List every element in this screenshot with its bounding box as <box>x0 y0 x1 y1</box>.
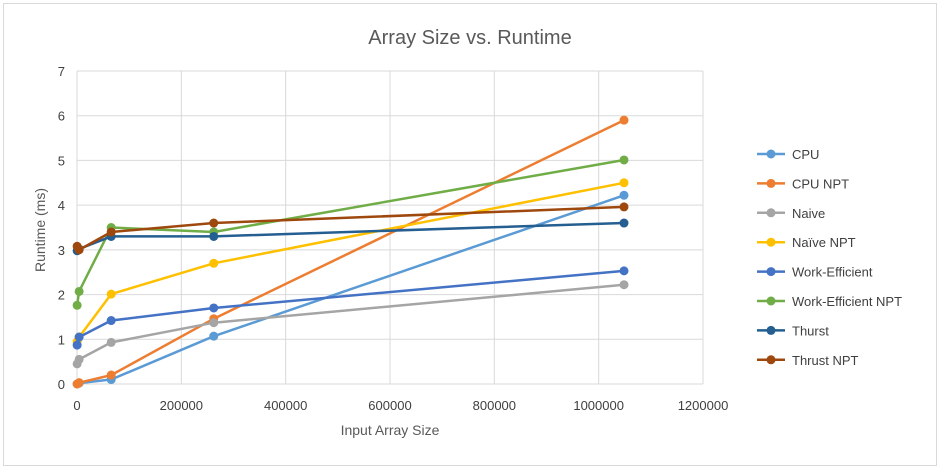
x-tick-label: 400000 <box>264 398 307 413</box>
y-tick-label: 2 <box>58 288 65 303</box>
legend-item: Work-Efficient NPT <box>757 294 902 309</box>
x-tick-label: 1000000 <box>573 398 624 413</box>
data-point <box>209 218 219 228</box>
legend-swatch-marker <box>766 149 776 159</box>
y-tick-label: 3 <box>58 243 65 258</box>
data-point <box>619 190 629 200</box>
x-tick-label: 800000 <box>473 398 516 413</box>
data-point <box>74 378 84 388</box>
x-tick-label: 600000 <box>368 398 411 413</box>
legend-item: CPU NPT <box>757 176 849 191</box>
x-tick-label: 0 <box>73 398 80 413</box>
chart-title: Array Size vs. Runtime <box>368 27 571 49</box>
y-tick-label: 1 <box>58 332 65 347</box>
legend-swatch-marker <box>766 355 776 365</box>
series-work-efficient <box>72 266 629 350</box>
legend-label: Naïve NPT <box>792 235 856 250</box>
data-point <box>74 286 84 296</box>
series-cpu <box>72 190 629 389</box>
legend-swatch-marker <box>766 296 776 306</box>
series-lines <box>72 115 629 389</box>
data-point <box>619 202 629 212</box>
data-point <box>106 370 116 380</box>
y-tick-label: 4 <box>58 198 65 213</box>
legend-label: Thrust NPT <box>792 353 859 368</box>
data-point <box>106 337 116 347</box>
line-chart: Array Size vs. Runtime 0 200000 400000 6000… <box>32 27 902 438</box>
series-line-cpu <box>76 194 625 386</box>
legend-swatch-marker <box>766 237 776 247</box>
series-line-thrust-npt <box>76 205 625 252</box>
series-line-cpu-npt <box>76 119 625 386</box>
data-point <box>72 340 82 350</box>
data-point <box>209 318 219 328</box>
y-axis-title: Runtime (ms) <box>32 188 48 272</box>
data-point <box>619 155 629 165</box>
y-tick-labels: 0 1 2 3 4 5 6 7 <box>58 64 65 392</box>
data-point <box>619 115 629 125</box>
legend-swatch-marker <box>766 178 776 188</box>
legend-label: Work-Efficient <box>792 265 873 280</box>
data-point <box>106 227 116 237</box>
legend-item: Thrust NPT <box>757 353 859 368</box>
y-tick-label: 0 <box>58 377 65 392</box>
data-point <box>74 354 84 364</box>
x-tick-labels: 0 200000 400000 600000 800000 1000000 1200000 <box>73 398 728 413</box>
y-tick-label: 6 <box>58 109 65 124</box>
legend-swatch-marker <box>766 208 776 218</box>
y-tick-label: 5 <box>58 153 65 168</box>
legend-swatch-marker <box>766 267 776 277</box>
legend-label: CPU <box>792 147 819 162</box>
series-thrust-npt <box>72 202 629 255</box>
legend-item: Work-Efficient <box>757 265 873 280</box>
y-tick-label: 7 <box>58 64 65 79</box>
data-point <box>106 289 116 299</box>
chart-frame: Array Size vs. Runtime 0 200000 400000 6000… <box>3 3 937 466</box>
legend-item: Thurst <box>757 323 829 338</box>
legend-label: Thurst <box>792 323 829 338</box>
x-tick-label: 200000 <box>160 398 203 413</box>
legend-label: Naive <box>792 206 825 221</box>
series-line-na-ve-npt <box>75 181 625 343</box>
legend-label: CPU NPT <box>792 176 849 191</box>
legend-swatch-marker <box>766 325 776 335</box>
data-point <box>72 300 82 310</box>
x-tick-label: 1200000 <box>678 398 729 413</box>
data-point <box>209 331 219 341</box>
series-naive <box>72 280 629 369</box>
data-point <box>74 332 84 342</box>
data-point <box>74 245 84 255</box>
data-point <box>619 266 629 276</box>
legend-label: Work-Efficient NPT <box>792 294 902 309</box>
data-point <box>106 316 116 326</box>
data-point <box>209 258 219 268</box>
x-axis-title: Input Array Size <box>341 422 440 438</box>
data-point <box>619 280 629 290</box>
legend: CPU CPU NPT Naive Naïve NPT Work-Efficient Wo… <box>757 147 902 368</box>
legend-item: Naive <box>757 206 825 221</box>
legend-item: CPU <box>757 147 819 162</box>
series-na-ve-npt <box>72 178 629 347</box>
data-point <box>619 178 629 188</box>
data-point <box>209 231 219 241</box>
data-point <box>619 218 629 228</box>
series-cpu-npt <box>72 115 629 389</box>
data-point <box>209 303 219 313</box>
legend-item: Naïve NPT <box>757 235 856 250</box>
